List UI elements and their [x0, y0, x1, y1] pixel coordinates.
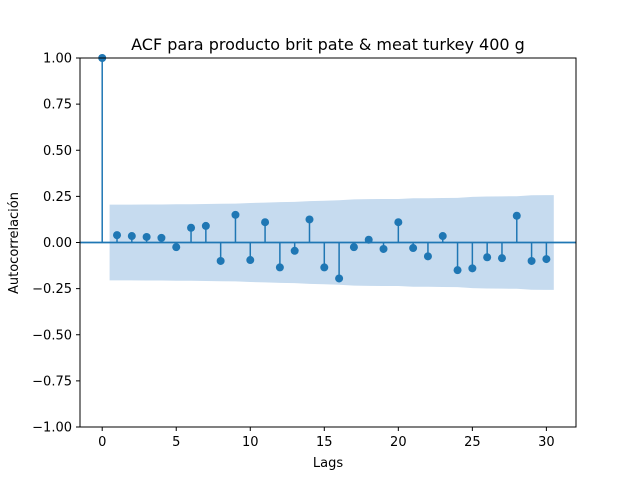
y-tick-label-3: −0.25: [32, 282, 72, 297]
marker-lag-26: [483, 253, 492, 262]
y-tick-label-5: 0.25: [43, 190, 72, 205]
marker-lag-21: [409, 244, 418, 253]
marker-lag-12: [275, 263, 284, 272]
y-tick-label-4: 0.00: [43, 236, 72, 251]
marker-lag-7: [201, 221, 210, 230]
x-tick-label-25: 25: [464, 435, 481, 450]
x-tick-label-10: 10: [242, 435, 259, 450]
marker-lag-29: [527, 256, 536, 265]
y-tick-label-1: −0.75: [32, 374, 72, 389]
marker-lag-20: [394, 218, 403, 227]
marker-lag-27: [497, 254, 506, 263]
x-tick-label-5: 5: [172, 435, 180, 450]
y-tick-label-6: 0.50: [43, 144, 72, 159]
marker-lag-24: [453, 266, 462, 275]
x-axis-label: Lags: [313, 456, 343, 471]
marker-lag-2: [127, 232, 136, 241]
marker-lag-16: [335, 274, 344, 283]
chart-title: ACF para producto brit pate & meat turke…: [131, 35, 525, 54]
plot-area: [80, 54, 576, 290]
y-tick-label-2: −0.50: [32, 328, 72, 343]
marker-lag-6: [187, 223, 196, 232]
marker-lag-17: [349, 243, 358, 252]
y-tick-label-8: 1.00: [43, 52, 72, 67]
marker-lag-4: [157, 233, 166, 242]
x-tick-label-15: 15: [316, 435, 333, 450]
marker-lag-9: [231, 210, 240, 219]
marker-lag-11: [261, 218, 270, 227]
y-tick-label-7: 0.75: [43, 98, 72, 113]
marker-lag-30: [542, 255, 551, 264]
x-tick-label-0: 0: [98, 435, 106, 450]
y-axis-label: Autocorrelación: [7, 192, 22, 294]
marker-lag-13: [290, 246, 299, 255]
x-tick-label-30: 30: [538, 435, 555, 450]
axes: 0 5 10 15 20 25 30 −1.00 −0.75 −0.50 −0.25 0.00 0.25…: [32, 52, 577, 450]
marker-lag-25: [468, 264, 477, 273]
marker-lag-15: [320, 263, 329, 272]
marker-lag-28: [512, 211, 521, 220]
marker-lag-23: [438, 232, 447, 241]
marker-lag-10: [246, 256, 255, 265]
marker-lag-19: [379, 244, 388, 253]
marker-lag-14: [305, 215, 314, 224]
marker-lag-18: [364, 235, 373, 244]
marker-lag-8: [216, 256, 225, 265]
marker-lag-3: [142, 232, 151, 241]
x-tick-label-20: 20: [390, 435, 407, 450]
marker-lag-22: [423, 252, 432, 261]
y-tick-label-0: −1.00: [32, 421, 72, 436]
marker-lag-1: [113, 231, 122, 240]
marker-lag-5: [172, 243, 181, 252]
